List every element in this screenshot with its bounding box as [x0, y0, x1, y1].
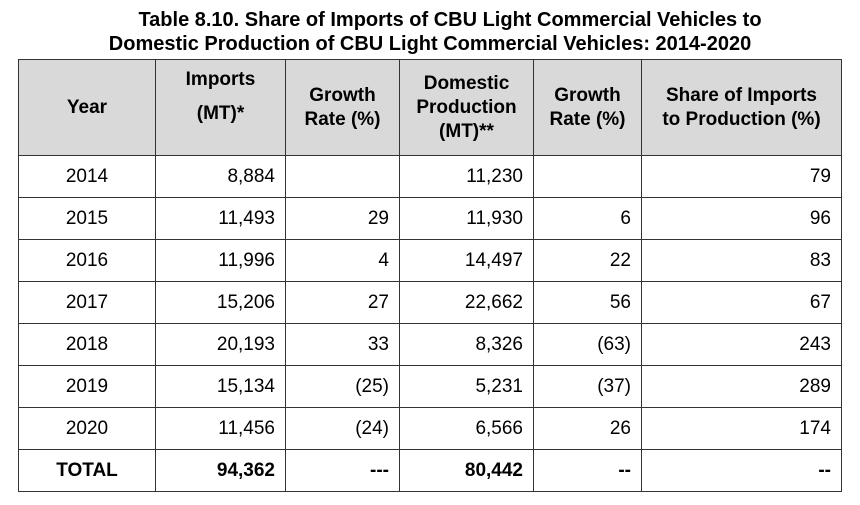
- table-title-line-1: Table 8.10. Share of Imports of CBU Ligh…: [138, 9, 762, 31]
- cell-imports: 15,134: [155, 365, 286, 408]
- cell-total-production-growth: --: [533, 449, 642, 492]
- imports-production-table: Year Imports (MT)* Growth Rate (%) Domes…: [18, 59, 842, 492]
- cell-production: 11,930: [399, 197, 534, 240]
- cell-imports: 11,996: [155, 239, 286, 282]
- header-share: Share of Imports to Production (%): [641, 59, 842, 156]
- cell-production-growth: [533, 155, 642, 198]
- cell-production-growth: (37): [533, 365, 642, 408]
- cell-production: 14,497: [399, 239, 534, 282]
- cell-production: 5,231: [399, 365, 534, 408]
- cell-year: 2020: [18, 407, 156, 450]
- cell-imports-growth: 27: [285, 281, 400, 324]
- cell-production-growth: (63): [533, 323, 642, 366]
- total-row: TOTAL 94,362 --- 80,442 -- --: [18, 449, 842, 492]
- cell-total-imports-growth: ---: [285, 449, 400, 492]
- cell-share: 174: [641, 407, 842, 450]
- cell-year: 2018: [18, 323, 156, 366]
- cell-imports-growth: 4: [285, 239, 400, 282]
- cell-production: 6,566: [399, 407, 534, 450]
- cell-share: 79: [641, 155, 842, 198]
- cell-imports: 11,493: [155, 197, 286, 240]
- table-row: 2016 11,996 4 14,497 22 83: [18, 239, 842, 282]
- cell-share: 96: [641, 197, 842, 240]
- cell-imports: 15,206: [155, 281, 286, 324]
- table-row: 2020 11,456 (24) 6,566 26 174: [18, 407, 842, 450]
- table-row: 2015 11,493 29 11,930 6 96: [18, 197, 842, 240]
- cell-production-growth: 22: [533, 239, 642, 282]
- cell-total-label: TOTAL: [18, 449, 156, 492]
- cell-production-growth: 6: [533, 197, 642, 240]
- table-row: 2018 20,193 33 8,326 (63) 243: [18, 323, 842, 366]
- cell-imports-growth: (24): [285, 407, 400, 450]
- header-production-growth: Growth Rate (%): [533, 59, 642, 156]
- cell-imports-growth: 33: [285, 323, 400, 366]
- table-row: 2019 15,134 (25) 5,231 (37) 289: [18, 365, 842, 408]
- cell-share: 83: [641, 239, 842, 282]
- header-year: Year: [18, 59, 156, 156]
- table-row: 2017 15,206 27 22,662 56 67: [18, 281, 842, 324]
- cell-production: 8,326: [399, 323, 534, 366]
- cell-share: 289: [641, 365, 842, 408]
- cell-imports: 8,884: [155, 155, 286, 198]
- cell-production: 22,662: [399, 281, 534, 324]
- cell-share: 67: [641, 281, 842, 324]
- cell-total-imports: 94,362: [155, 449, 286, 492]
- cell-total-share: --: [641, 449, 842, 492]
- cell-year: 2017: [18, 281, 156, 324]
- header-row: Year Imports (MT)* Growth Rate (%) Domes…: [18, 59, 842, 156]
- cell-share: 243: [641, 323, 842, 366]
- cell-total-production: 80,442: [399, 449, 534, 492]
- cell-year: 2015: [18, 197, 156, 240]
- header-imports-growth: Growth Rate (%): [285, 59, 400, 156]
- header-imports: Imports (MT)*: [155, 59, 286, 156]
- table-row: 2014 8,884 11,230 79: [18, 155, 842, 198]
- header-domestic-production: Domestic Production (MT)**: [399, 59, 534, 156]
- cell-production-growth: 56: [533, 281, 642, 324]
- cell-imports: 11,456: [155, 407, 286, 450]
- table-title-line-2: Domestic Production of CBU Light Commerc…: [108, 33, 752, 55]
- cell-imports-growth: (25): [285, 365, 400, 408]
- cell-year: 2016: [18, 239, 156, 282]
- cell-year: 2019: [18, 365, 156, 408]
- cell-production-growth: 26: [533, 407, 642, 450]
- cell-imports: 20,193: [155, 323, 286, 366]
- cell-year: 2014: [18, 155, 156, 198]
- cell-imports-growth: [285, 155, 400, 198]
- cell-imports-growth: 29: [285, 197, 400, 240]
- cell-production: 11,230: [399, 155, 534, 198]
